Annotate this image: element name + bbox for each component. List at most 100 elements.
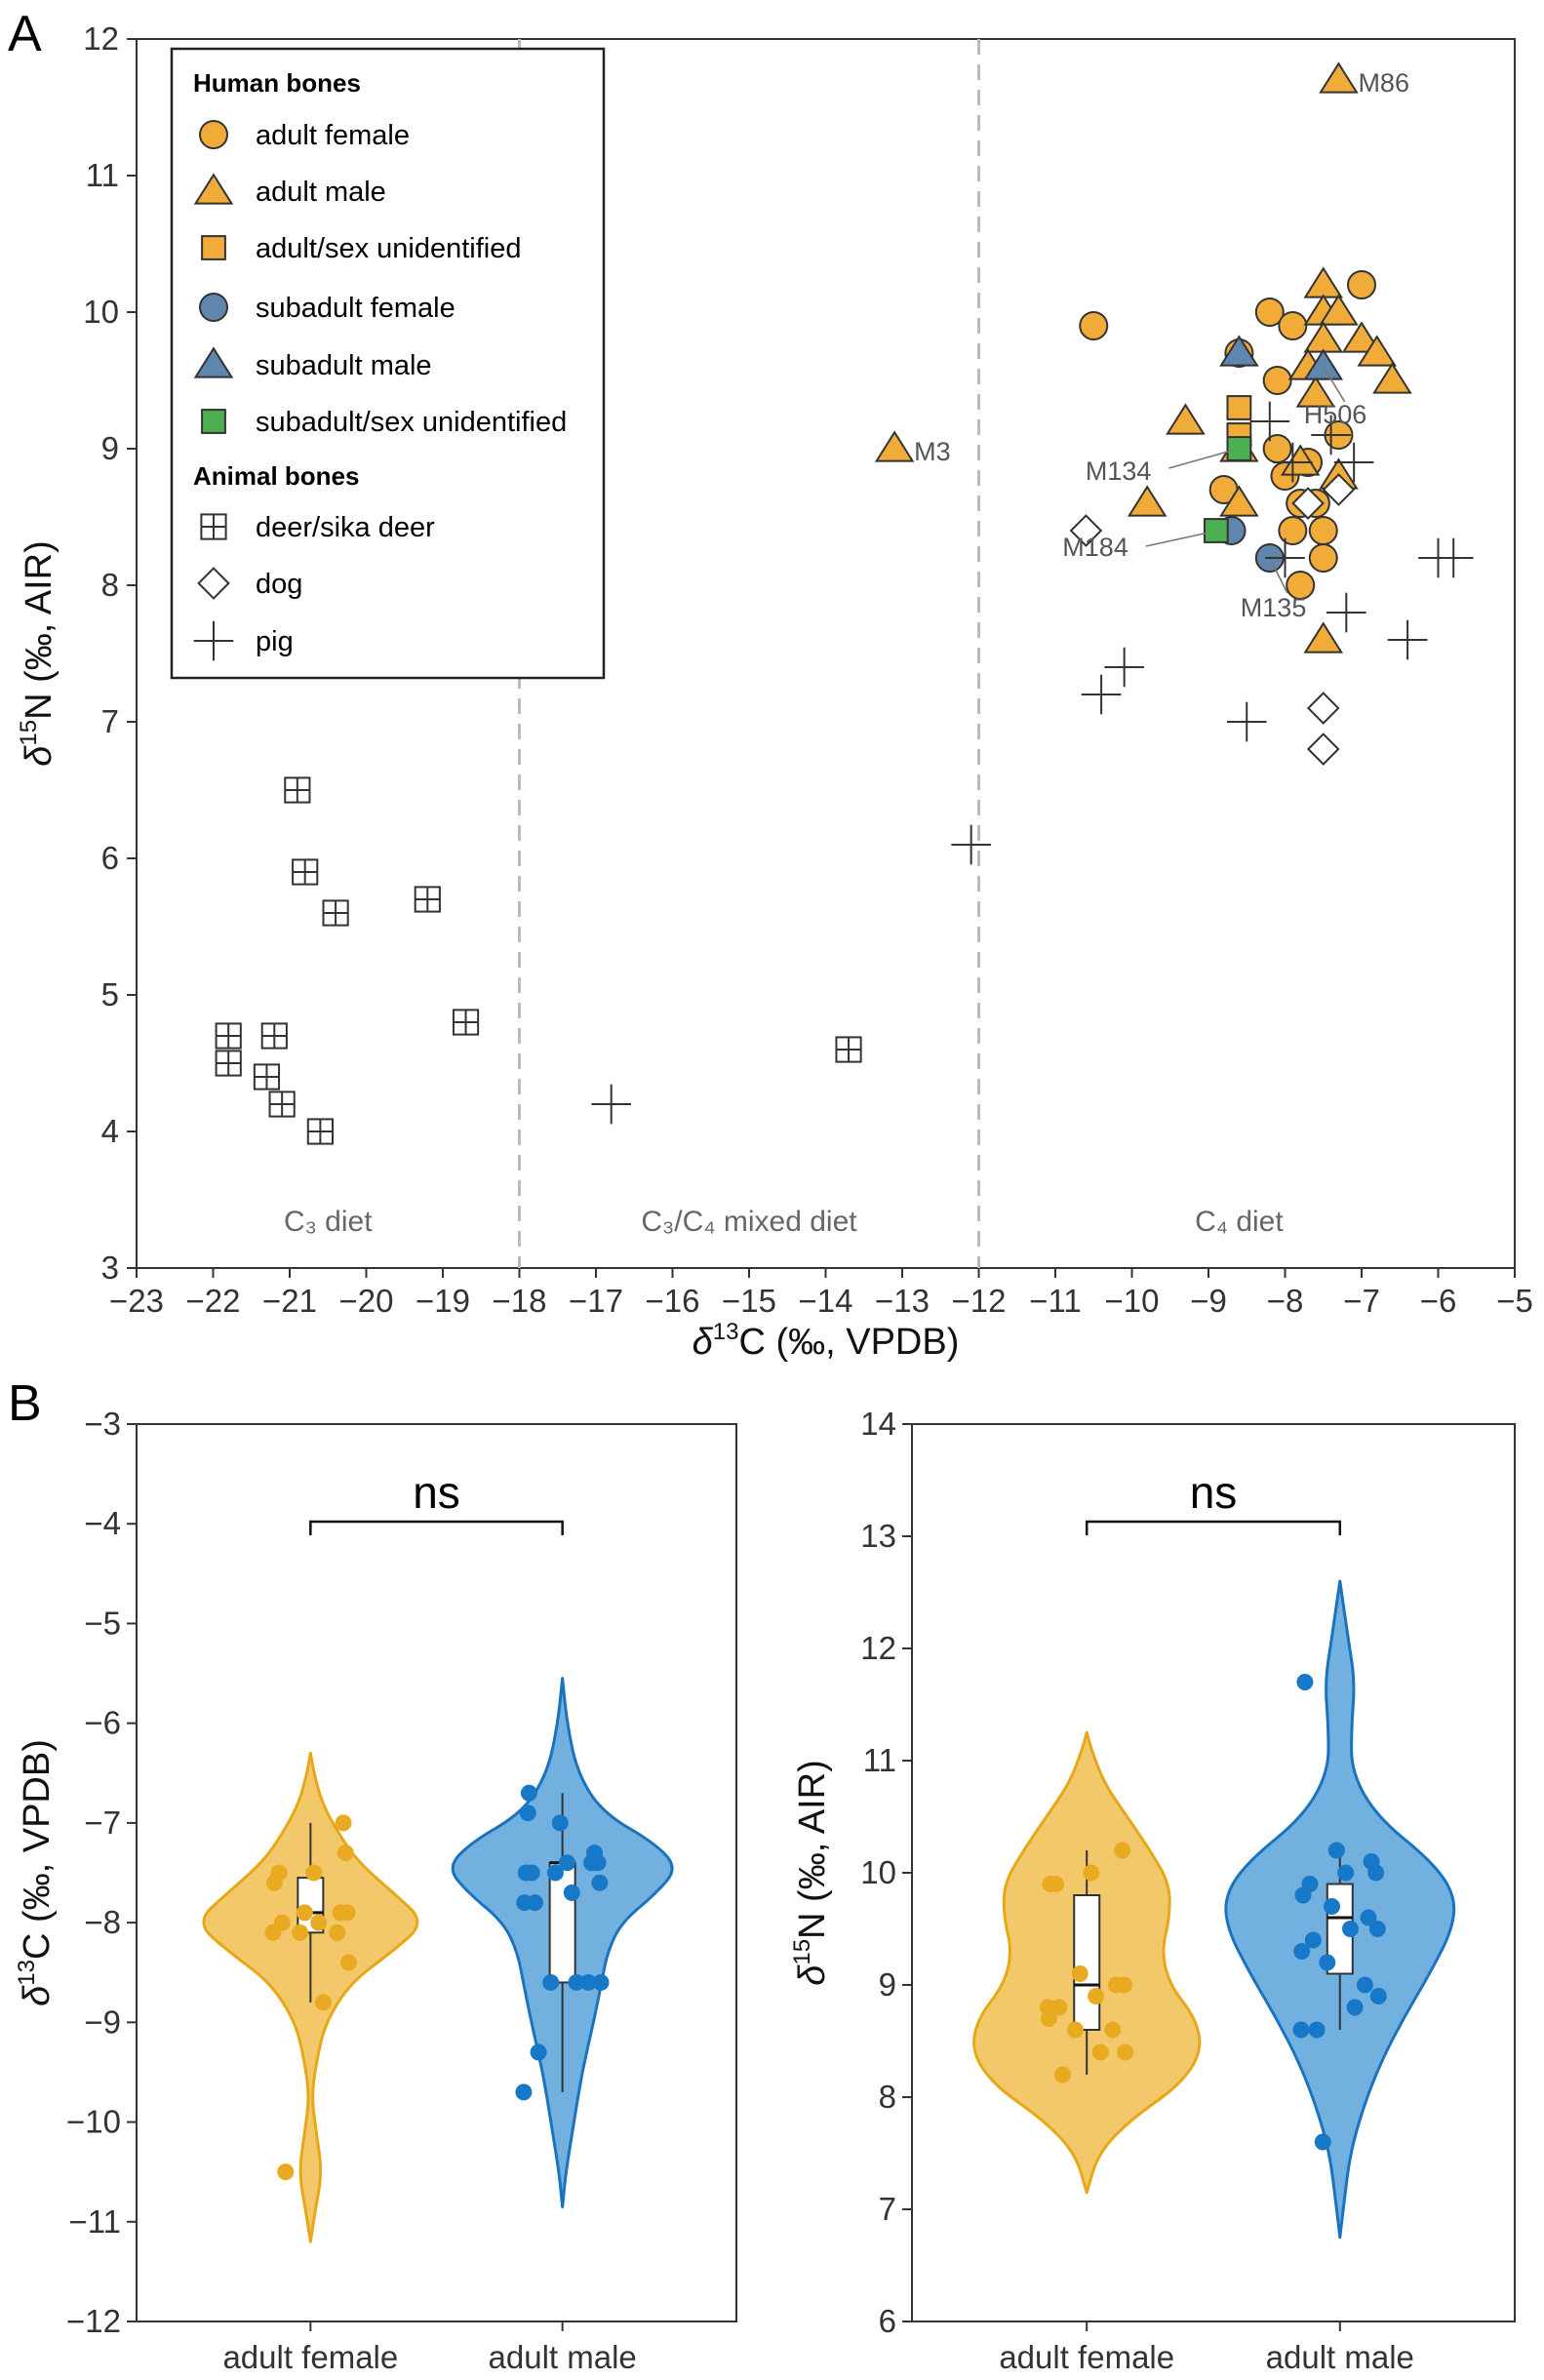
data-point-boxplus xyxy=(292,858,319,886)
scatter-panel-a: −23 −22 −21 −20 −19 −18 −17 −16 −15 −14 −13 −12 −11−… xyxy=(16,20,1533,1363)
data-point xyxy=(1296,1674,1314,1690)
data-point-triangle xyxy=(1303,321,1344,353)
y-tick-label: 6 xyxy=(879,2303,896,2339)
y-tick-label: 12 xyxy=(860,1630,896,1666)
y-tick-label: 5 xyxy=(101,976,119,1012)
x-tick-label: −15 xyxy=(722,1283,776,1319)
data-point-triangle xyxy=(1295,376,1336,408)
annotation-leader xyxy=(1323,366,1346,403)
data-point-boxplus xyxy=(835,1036,862,1063)
legend-label: subadult female xyxy=(256,293,455,324)
data-point-circle xyxy=(1278,311,1308,340)
y-tick-label: −4 xyxy=(84,1505,121,1541)
data-point xyxy=(335,1814,352,1832)
legend-marker-circle xyxy=(199,120,228,149)
x-tick-label: −6 xyxy=(1420,1283,1457,1319)
data-point xyxy=(592,1973,610,1991)
y-tick-label: −7 xyxy=(84,1805,121,1841)
x-tick-label: −21 xyxy=(262,1283,317,1319)
y-tick-label: 4 xyxy=(101,1113,119,1149)
legend-label: deer/sika deer xyxy=(256,512,435,543)
data-point-circle xyxy=(1254,298,1285,327)
data-point xyxy=(519,1805,536,1822)
data-point xyxy=(292,1924,309,1941)
data-point-boxplus xyxy=(306,1118,334,1145)
x-tick-label: −17 xyxy=(569,1283,623,1319)
legend-box xyxy=(170,47,606,680)
violin-panel-carbon: −12 −11 −10 −9 −8 −7 −6 −5 −4 −3 adult female adult… xyxy=(14,1406,737,2375)
significance-bracket xyxy=(309,1520,564,1535)
y-tick-label: −6 xyxy=(84,1705,121,1741)
legend-marker-triangle xyxy=(193,173,234,205)
data-point-plus xyxy=(1081,674,1122,715)
data-point-plus xyxy=(1273,442,1313,483)
y-tick-label: 7 xyxy=(101,703,119,739)
y-tick-label: 8 xyxy=(101,567,119,603)
legend-marker-diamond xyxy=(197,567,230,600)
data-point-plus xyxy=(1226,701,1267,742)
data-point xyxy=(583,1854,601,1872)
y-tick-label: 14 xyxy=(860,1406,896,1442)
data-point-triangle xyxy=(1319,294,1359,326)
x-tick-label: −5 xyxy=(1496,1283,1533,1319)
data-point xyxy=(1369,1988,1387,2004)
violin-panel-nitrogen: 6 7 8 9 10 11 12 13 14 adult female adult male δ15N… xyxy=(789,1406,1516,2375)
y-tick-label: −11 xyxy=(68,2203,121,2240)
y-tick-label: 9 xyxy=(101,430,119,466)
annotation-leader xyxy=(1271,561,1288,594)
panel-b-letter: B xyxy=(8,1375,42,1432)
data-point xyxy=(339,1954,357,1971)
data-point xyxy=(1066,2021,1084,2039)
y-tick-label: 11 xyxy=(863,1742,896,1778)
data-point-triangle xyxy=(874,430,915,462)
data-point xyxy=(1083,1864,1100,1882)
data-point-diamond xyxy=(1322,473,1356,506)
data-point-square xyxy=(1226,395,1252,420)
legend-label: adult female xyxy=(256,120,410,151)
data-point xyxy=(1346,1999,1364,2016)
y-tick-label: −5 xyxy=(84,1605,121,1641)
data-point-boxplus xyxy=(215,1050,242,1077)
x-tick-label: −23 xyxy=(109,1283,164,1319)
data-point-diamond xyxy=(1306,733,1340,766)
box xyxy=(548,1861,576,1984)
data-point xyxy=(1071,1965,1089,1982)
data-point-boxplus xyxy=(260,1022,288,1050)
data-point xyxy=(1323,1898,1340,1915)
x-tick-label: −8 xyxy=(1267,1283,1304,1319)
annotation-label: M184 xyxy=(1062,533,1128,562)
data-point-triangle xyxy=(1219,485,1259,517)
data-point xyxy=(1053,2066,1071,2083)
data-point-plus xyxy=(1249,401,1290,442)
legend-title-human: Human bones xyxy=(193,68,361,98)
data-point xyxy=(277,2163,295,2181)
annotation-label: M135 xyxy=(1241,593,1307,622)
data-point xyxy=(1360,1909,1377,1926)
significance-label: ns xyxy=(413,1467,460,1518)
y-axis-title: δ13C (‰, VPDB) xyxy=(14,1739,58,2006)
data-point-triangle xyxy=(1341,321,1382,353)
y-tick-label: 12 xyxy=(83,20,119,57)
legend-label: subadult male xyxy=(256,350,432,381)
data-point-circle xyxy=(1079,311,1109,340)
box xyxy=(1073,1894,1101,2031)
category-label: adult male xyxy=(1266,2339,1414,2375)
data-point xyxy=(1117,2043,1134,2061)
data-point xyxy=(1292,2021,1310,2039)
data-point-plus xyxy=(1326,592,1366,633)
region-label: C₄ diet xyxy=(1195,1206,1284,1238)
data-point xyxy=(1356,1976,1373,1994)
y-tick-label: 6 xyxy=(101,840,119,876)
data-point xyxy=(546,1864,564,1882)
y-tick-label: 11 xyxy=(86,157,119,193)
legend-label: subadult/sex unidentified xyxy=(256,407,567,438)
data-point-triangle xyxy=(1372,362,1412,394)
data-point xyxy=(338,1904,356,1922)
data-point xyxy=(1088,1988,1105,2004)
data-point-boxplus xyxy=(215,1022,242,1050)
data-point xyxy=(1327,1842,1345,1859)
data-point xyxy=(1115,1976,1132,1994)
y-tick-label: −12 xyxy=(66,2303,121,2339)
data-point-plus xyxy=(1333,442,1374,483)
y-tick-label: 3 xyxy=(101,1250,119,1286)
